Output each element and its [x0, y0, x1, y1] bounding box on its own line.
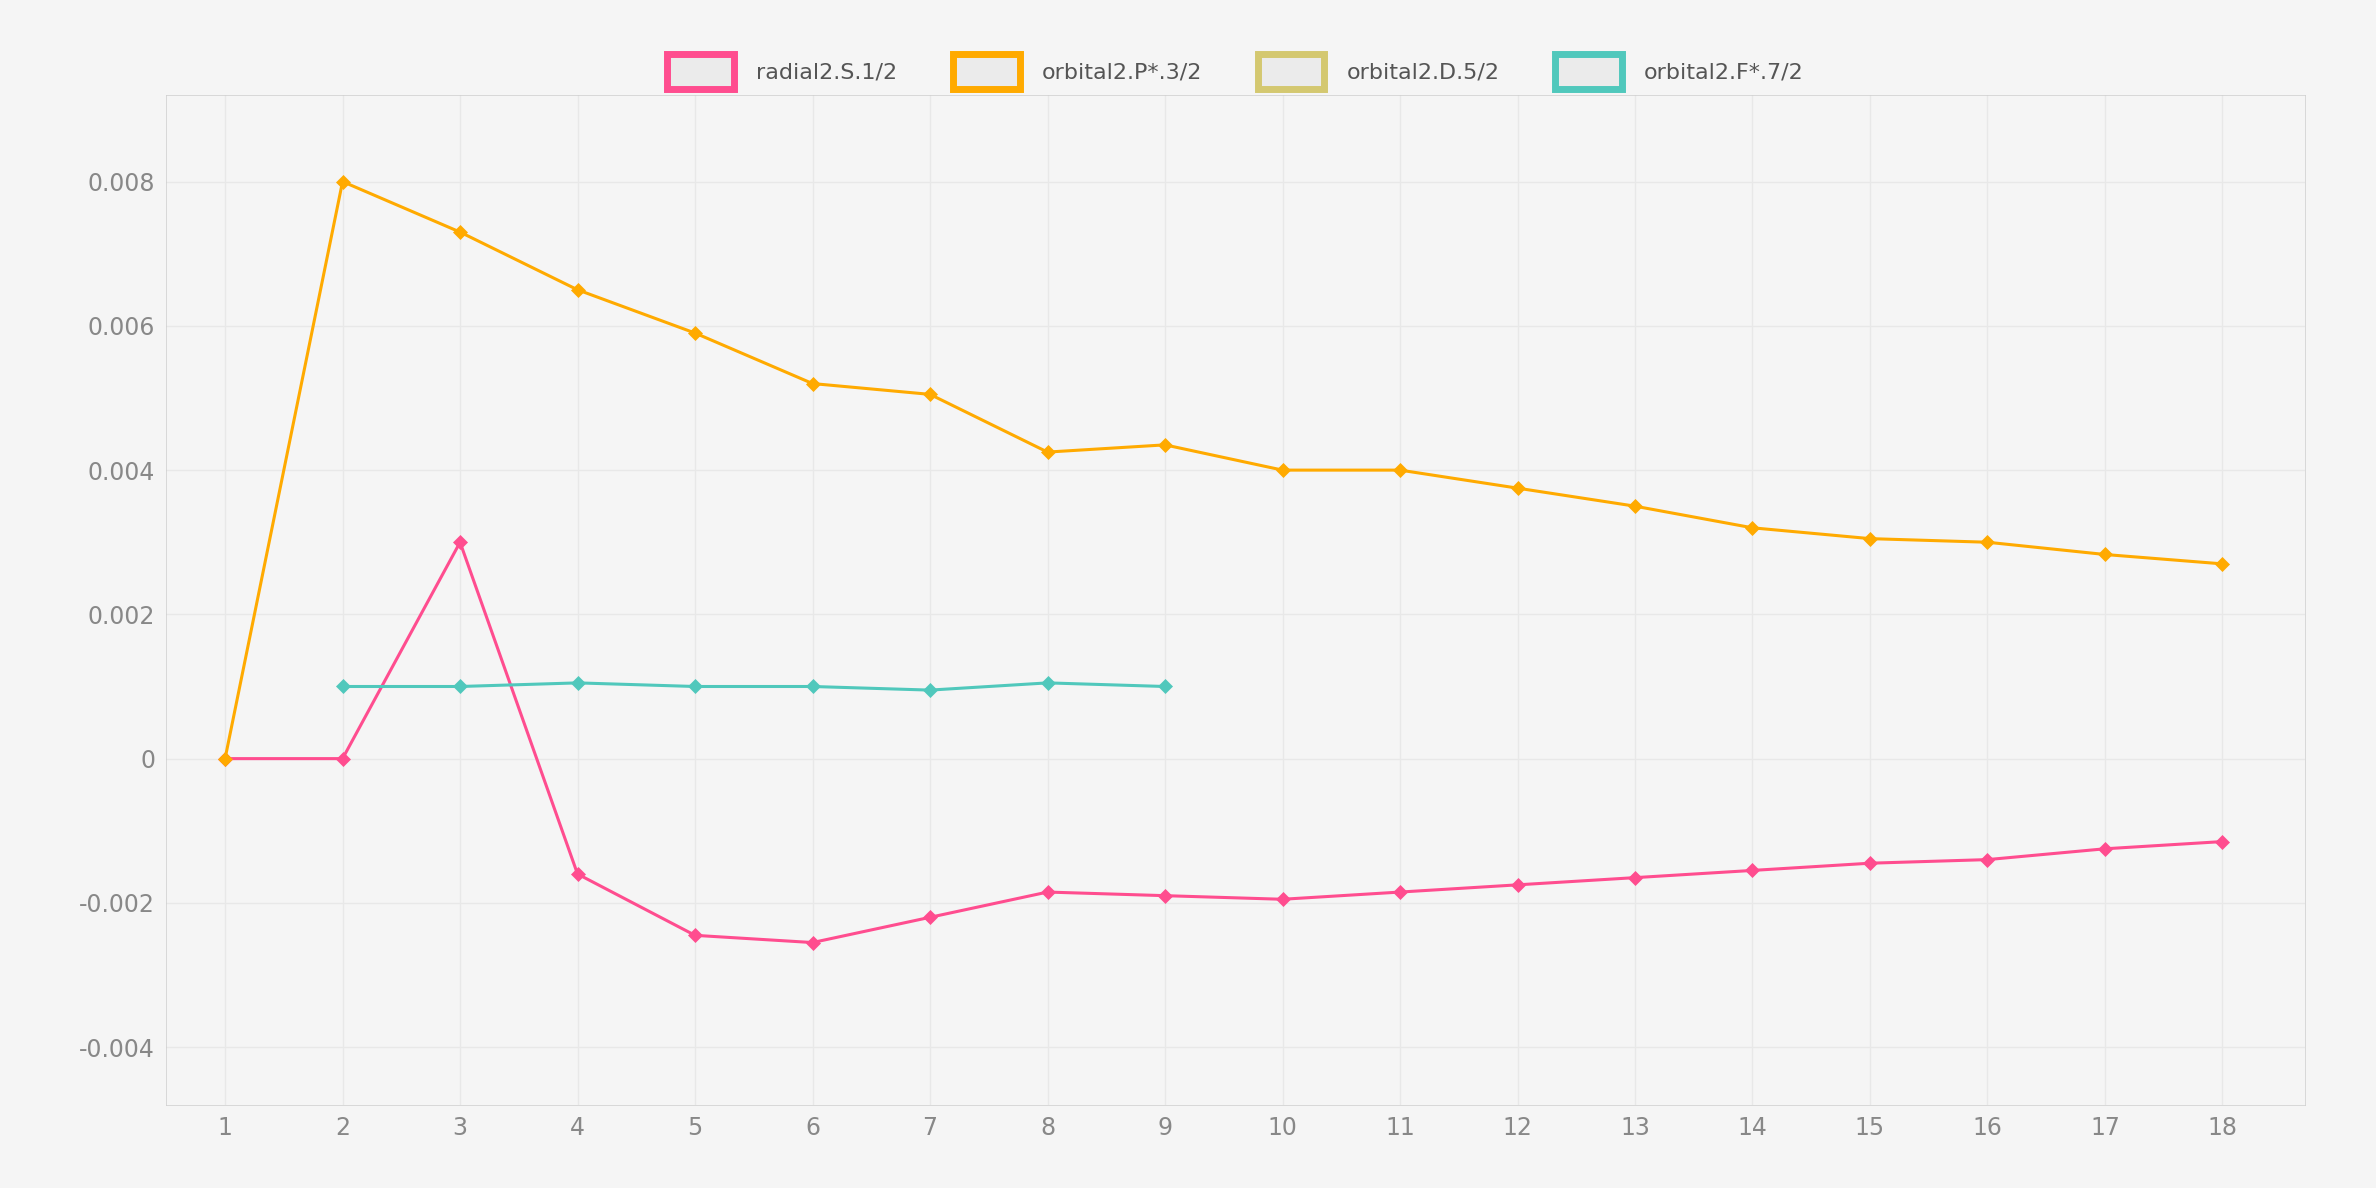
- Legend: radial2.S.1/2, orbital2.P*.3/2, orbital2.D.5/2, orbital2.F*.7/2: radial2.S.1/2, orbital2.P*.3/2, orbital2…: [658, 45, 1813, 97]
